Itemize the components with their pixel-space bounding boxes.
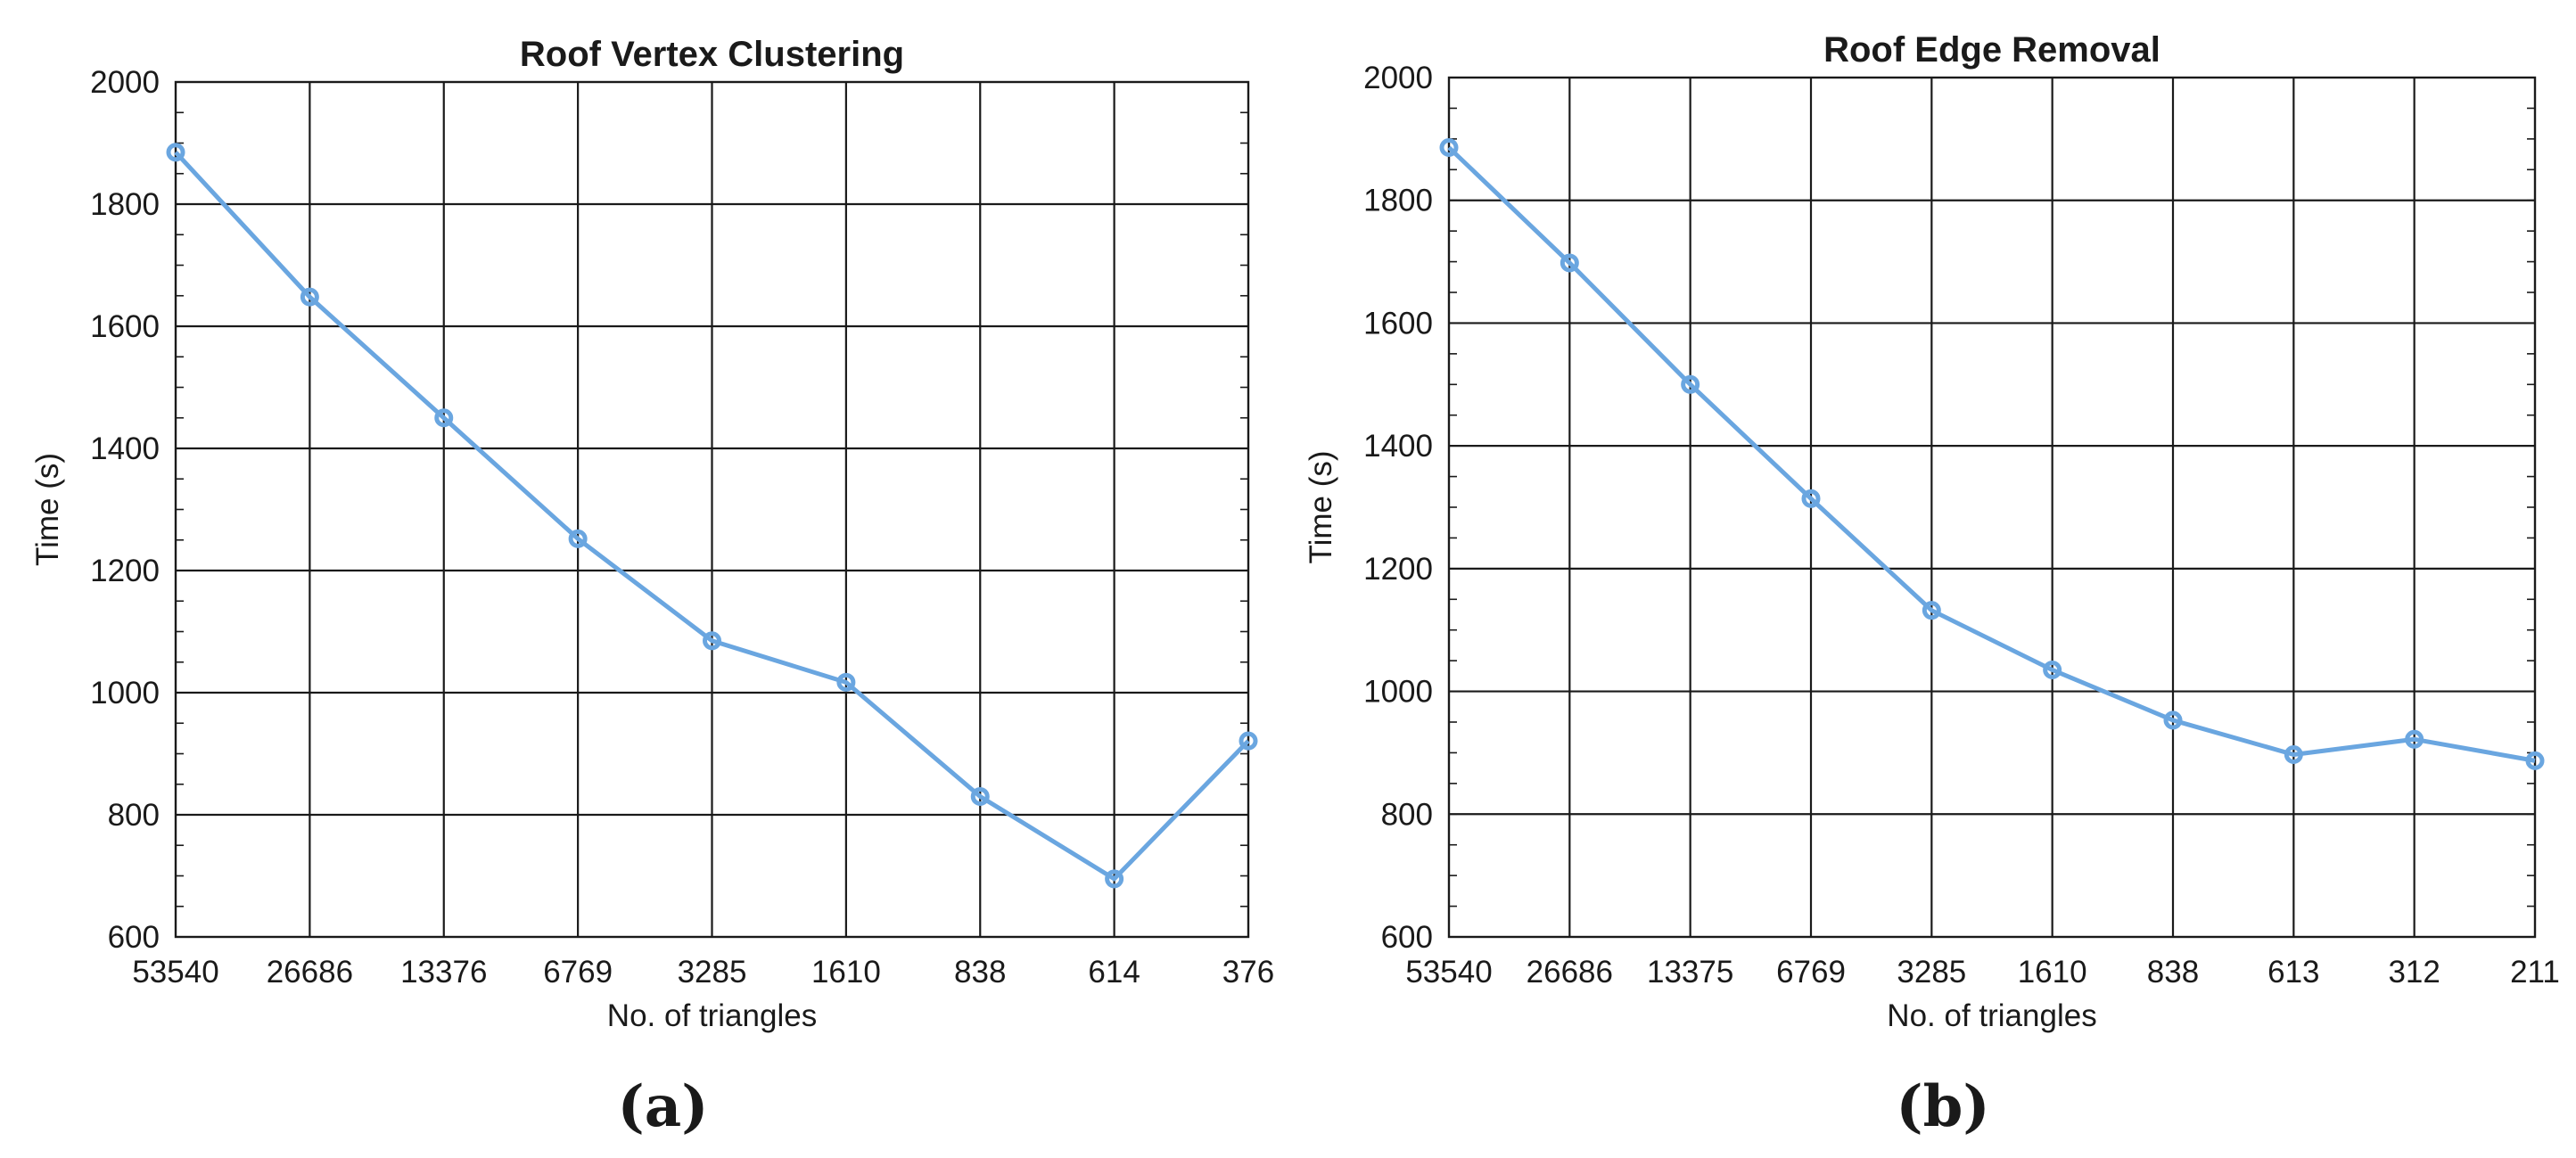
chart-a-data-point: [434, 408, 454, 428]
chart-a-grid: [176, 82, 1248, 937]
chart-a-y-axis-label: Time (s): [30, 453, 65, 566]
chart-a-frame: [174, 80, 1250, 939]
chart-a-data-point: [166, 143, 185, 162]
chart-b-x-tick-label: 13375: [1647, 955, 1733, 990]
chart-b-data-point: [2284, 744, 2303, 764]
chart-a-y-tick-label: 1400: [90, 431, 160, 466]
chart-a-x-tick-label: 6769: [543, 955, 613, 990]
chart-a-x-tick-label: 26686: [267, 955, 353, 990]
chart-b-caption: (b): [1896, 1073, 1989, 1140]
chart-b-x-tick-label: 211: [2510, 955, 2560, 990]
chart-b-data-point: [2405, 729, 2424, 749]
chart-a-y-tick-label: 800: [108, 798, 160, 833]
chart-b-y-axis-label: Time (s): [1304, 450, 1338, 563]
chart-b: 53540 26686 13375 6769 3285 1610 838 613 312 211 …: [1304, 30, 2560, 1140]
chart-a-x-tick-label: 614: [1088, 955, 1140, 990]
chart-a-data-point: [1239, 731, 1258, 751]
chart-a-x-tick-label: 376: [1222, 955, 1274, 990]
chart-b-x-tick-label: 6769: [1776, 955, 1846, 990]
chart-b-frame: [1447, 76, 2537, 939]
chart-b-data-point: [1922, 601, 1941, 620]
chart-b-y-tick-label: 2000: [1363, 61, 1433, 95]
chart-a-x-tick-label: 53540: [132, 955, 218, 990]
chart-b-y-tick-label: 1400: [1363, 429, 1433, 464]
chart-b-data-point: [1681, 374, 1700, 394]
chart-a-x-tick-label: 838: [954, 955, 1006, 990]
chart-a-caption: (a): [617, 1073, 708, 1140]
chart-a-data-point: [836, 672, 856, 692]
chart-b-y-tick-label: 600: [1381, 920, 1433, 955]
chart-a-series-line: [174, 151, 1250, 882]
chart-a-data-point: [1105, 869, 1124, 889]
chart-a-markers: [166, 143, 1258, 889]
chart-b-x-tick-label: 1610: [2018, 955, 2087, 990]
chart-b-data-point: [2525, 751, 2545, 770]
chart-b-data-point: [1801, 489, 1821, 508]
chart-a-y-tick-label: 1000: [90, 676, 160, 710]
chart-b-x-tick-labels: 53540 26686 13375 6769 3285 1610 838 613 312 211: [1405, 955, 2560, 990]
chart-b-y-tick-label: 800: [1381, 797, 1433, 832]
chart-b-markers: [1439, 137, 2545, 770]
chart-b-x-tick-label: 838: [2147, 955, 2199, 990]
chart-a: 53540 26686 13376 6769 3285 1610 838 614 376 600…: [30, 35, 1274, 1140]
chart-b-x-tick-label: 53540: [1405, 955, 1492, 990]
chart-b-x-tick-label: 26686: [1527, 955, 1613, 990]
chart-a-data-point: [970, 786, 990, 806]
chart-b-grid: [1449, 78, 2535, 937]
chart-b-y-tick-label: 1600: [1363, 306, 1433, 341]
chart-b-x-axis-label: No. of triangles: [1887, 998, 2096, 1033]
chart-a-title: Roof Vertex Clustering: [520, 35, 904, 74]
chart-a-y-tick-label: 1800: [90, 187, 160, 222]
chart-a-y-tick-label: 2000: [90, 65, 160, 100]
chart-b-y-tick-label: 1000: [1363, 675, 1433, 710]
chart-b-data-point: [2043, 660, 2062, 679]
chart-b-x-tick-label: 312: [2388, 955, 2440, 990]
chart-a-x-tick-label: 13376: [400, 955, 487, 990]
chart-a-x-tick-labels: 53540 26686 13376 6769 3285 1610 838 614 376: [132, 955, 1274, 990]
chart-b-title: Roof Edge Removal: [1823, 30, 2160, 70]
chart-a-x-tick-label: 3285: [678, 955, 747, 990]
chart-a-data-point: [703, 631, 721, 651]
chart-a-y-tick-label: 1600: [90, 309, 160, 344]
chart-b-data-point: [1560, 253, 1579, 273]
chart-b-data-point: [1439, 137, 1459, 157]
chart-b-series-line: [1447, 145, 2536, 763]
chart-b-y-tick-labels: 600 800 1000 1200 1400 1600 1800 2000: [1363, 61, 1433, 955]
chart-a-x-tick-label: 1610: [811, 955, 881, 990]
chart-b-x-tick-label: 613: [2267, 955, 2319, 990]
chart-a-data-point: [568, 529, 588, 548]
chart-a-data-point: [300, 287, 319, 307]
chart-b-x-tick-label: 3285: [1897, 955, 1966, 990]
chart-a-y-tick-labels: 600 800 1000 1200 1400 1600 1800 2000: [90, 65, 160, 955]
chart-a-y-tick-label: 1200: [90, 554, 160, 588]
chart-a-x-axis-label: No. of triangles: [607, 998, 817, 1033]
chart-b-minor-ticks: [1449, 107, 2535, 908]
chart-a-minor-ticks: [176, 111, 1248, 908]
chart-b-y-tick-label: 1200: [1363, 552, 1433, 587]
chart-b-data-point: [2163, 710, 2183, 730]
chart-b-y-tick-label: 1800: [1363, 184, 1433, 218]
chart-a-y-tick-label: 600: [108, 920, 160, 955]
